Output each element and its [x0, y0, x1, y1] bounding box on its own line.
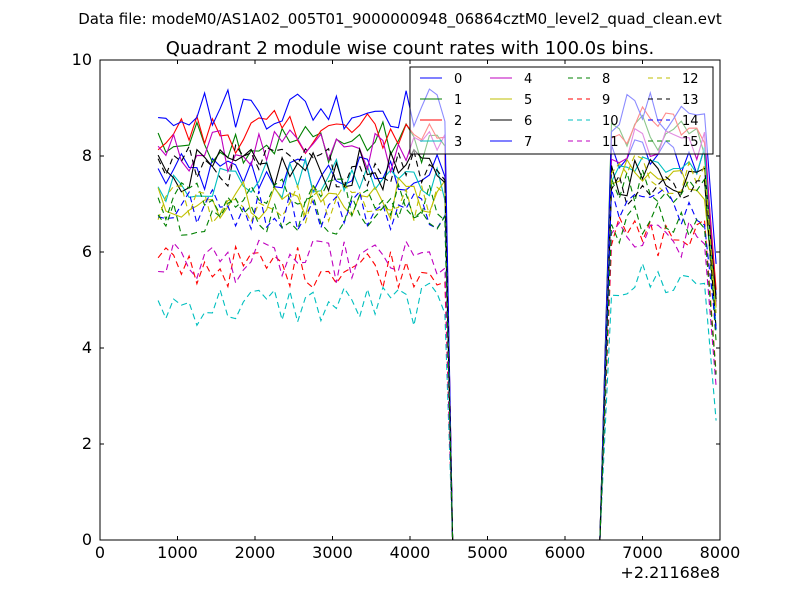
x-tick-label: 0 — [95, 543, 105, 562]
y-tick-label: 2 — [82, 434, 92, 453]
legend-label-3: 3 — [454, 135, 462, 150]
series-line-15 — [157, 192, 717, 541]
legend-label-8: 8 — [602, 72, 610, 87]
x-tick-label: 1000 — [157, 543, 198, 562]
legend-label-13: 13 — [682, 93, 699, 108]
y-tick-label: 0 — [82, 530, 92, 549]
x-tick-label: 2000 — [235, 543, 276, 562]
series-line-10 — [157, 261, 717, 541]
x-offset-label: +2.21168e8 — [620, 563, 720, 582]
series-line-13 — [157, 143, 717, 541]
series-line-11 — [158, 220, 717, 541]
x-tick-label: 8000 — [700, 543, 741, 562]
x-tick-label: 5000 — [467, 543, 508, 562]
legend-label-4: 4 — [524, 72, 532, 87]
legend-frame — [409, 66, 714, 155]
chart-title: Quadrant 2 module wise count rates with … — [166, 38, 655, 59]
series-line-3 — [157, 146, 717, 541]
series-line-6 — [157, 146, 717, 541]
legend-label-12: 12 — [682, 72, 699, 87]
legend-label-7: 7 — [524, 135, 532, 150]
plot-area — [157, 88, 717, 541]
series-line-0 — [157, 139, 717, 541]
legend-label-0: 0 — [454, 72, 462, 87]
plot-frame — [99, 59, 721, 541]
series-line-14 — [157, 186, 717, 541]
legend-label-10: 10 — [602, 114, 619, 129]
x-tick-label: 6000 — [545, 543, 586, 562]
legend-label-14: 14 — [682, 114, 699, 129]
legend-label-2: 2 — [454, 114, 462, 129]
x-tick-label: 3000 — [312, 543, 353, 562]
legend-label-15: 15 — [682, 135, 699, 150]
series-line-8 — [157, 167, 717, 541]
y-tick-label: 10 — [72, 50, 92, 69]
x-axis: 0 1000 2000 3000 4000 5000 6000 7000 8000 — [95, 60, 740, 562]
y-tick-label: 8 — [82, 146, 92, 165]
x-tick-label: 7000 — [622, 543, 663, 562]
chart-suptitle: Data file: modeM0/AS1A02_005T01_90000009… — [78, 10, 722, 29]
legend-label-1: 1 — [454, 93, 462, 108]
series-line-9 — [157, 215, 717, 541]
series-line-5 — [157, 158, 717, 541]
y-tick-label: 4 — [82, 338, 92, 357]
legend-label-11: 11 — [602, 135, 619, 150]
legend-label-9: 9 — [602, 93, 610, 108]
x-tick-label: 4000 — [390, 543, 431, 562]
y-tick-label: 6 — [82, 242, 92, 261]
legend-label-6: 6 — [524, 114, 532, 129]
series-line-12 — [157, 154, 717, 541]
series-line-4 — [157, 127, 717, 541]
legend-label-5: 5 — [524, 93, 532, 108]
